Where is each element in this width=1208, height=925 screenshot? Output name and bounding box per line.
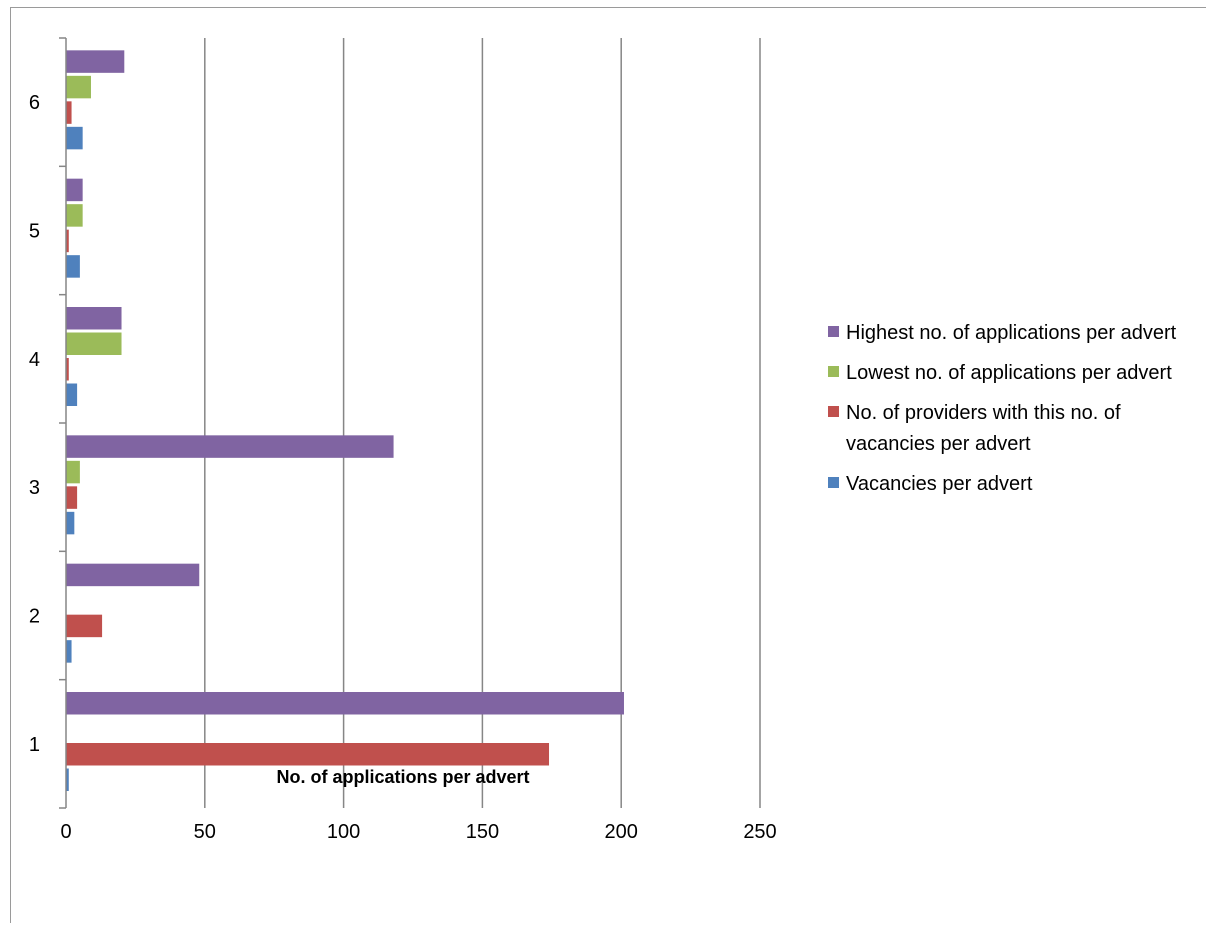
bar [66,307,122,330]
legend-swatch [828,366,839,377]
bar [66,768,69,791]
bar [66,229,69,253]
bar [66,126,83,150]
legend-item: No. of providers with this no. of vacanc… [828,398,1208,460]
bar [66,75,91,99]
x-tick-label: 200 [605,821,638,843]
legend-item: Highest no. of applications per advert [828,318,1208,349]
bar [66,178,83,202]
x-tick-label: 100 [327,821,360,843]
legend-swatch [828,326,839,337]
bar [66,332,122,355]
gridlines [204,38,761,808]
x-tick-label: 0 [60,821,71,843]
bar [66,486,78,509]
y-tick-label: 1 [29,734,40,756]
x-axis-title: No. of applications per advert [276,767,529,787]
legend-label: Vacancies per advert [846,473,1033,495]
legend-item: Vacancies per advert [828,469,1208,500]
bar [66,563,200,587]
legend-label: No. of providers with this no. of vacanc… [846,402,1121,455]
legend-item: Lowest no. of applications per advert [828,358,1208,389]
y-tick-label: 5 [29,221,40,243]
x-tick-label: 250 [743,821,776,843]
x-tick-label: 150 [466,821,499,843]
bar [66,511,75,535]
legend-label: Highest no. of applications per advert [846,322,1177,344]
legend-label: Lowest no. of applications per advert [846,362,1172,384]
x-tick-label: 50 [194,821,216,843]
legend: Highest no. of applications per advert Lo… [828,318,1208,509]
bar [66,435,394,458]
bar [66,255,80,278]
bar [66,743,550,766]
y-tick-label: 4 [29,349,40,371]
bar [66,101,72,124]
legend-swatch [828,406,839,417]
bar [66,460,80,484]
y-tick-label: 2 [29,606,40,628]
bar [66,383,78,406]
legend-swatch [828,477,839,488]
bar [66,692,624,715]
bar [66,50,125,73]
bar [66,640,72,663]
y-tick-label: 6 [29,92,40,114]
chart-frame [10,7,1206,923]
bars [66,50,624,791]
bar [66,204,83,227]
bar [66,614,103,638]
axes: 0 50 100 150 200 250 1 2 3 4 5 6 [29,37,777,843]
bar [66,358,69,381]
y-tick-label: 3 [29,477,40,499]
